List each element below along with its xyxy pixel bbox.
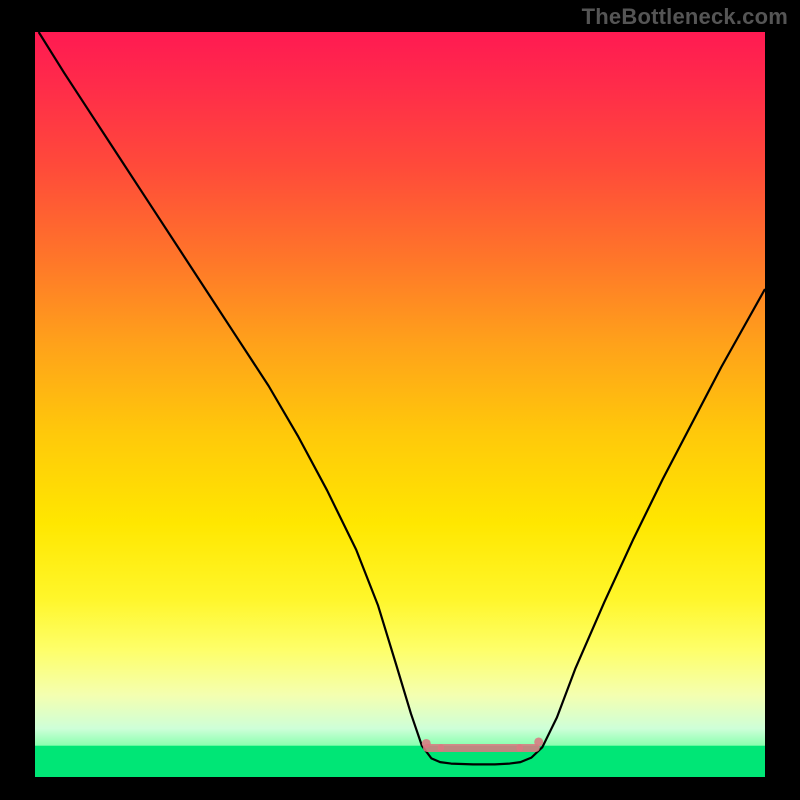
chart-plot-area xyxy=(35,32,765,777)
bottom-green-band xyxy=(35,746,765,777)
gradient-background xyxy=(35,32,765,777)
optimal-range-endcap xyxy=(534,737,543,746)
optimal-range-endcap xyxy=(422,739,431,748)
watermark-text: TheBottleneck.com xyxy=(582,4,788,30)
chart-svg xyxy=(35,32,765,777)
